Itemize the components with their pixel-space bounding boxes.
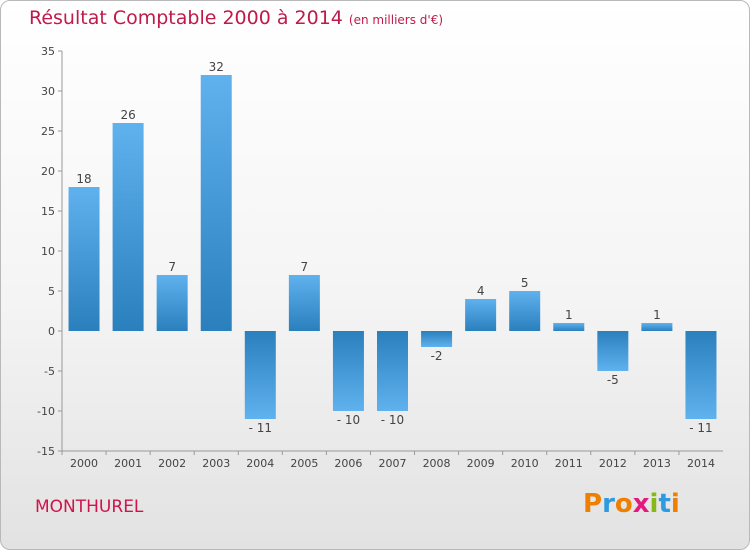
data-label-2009: 4 — [477, 284, 485, 298]
x-tick-label: 2001 — [114, 457, 142, 470]
x-tick-label: 2006 — [334, 457, 362, 470]
x-tick-label: 2010 — [511, 457, 539, 470]
data-label-2004: - 11 — [249, 421, 272, 435]
data-label-2005: 7 — [301, 260, 309, 274]
data-label-2006: - 10 — [337, 413, 360, 427]
y-tick-label: 35 — [41, 45, 55, 58]
y-tick-label: -5 — [44, 365, 55, 378]
y-tick-label: 20 — [41, 165, 55, 178]
y-tick-label: -10 — [37, 405, 55, 418]
bar-2008 — [421, 331, 453, 347]
bar-2006 — [332, 331, 364, 411]
data-label-2014: - 11 — [689, 421, 712, 435]
chart-subtitle: (en milliers d'€) — [348, 13, 444, 27]
x-tick-label: 2002 — [158, 457, 186, 470]
y-tick-label: 5 — [48, 285, 55, 298]
data-label-2000: 18 — [76, 172, 91, 186]
x-tick-label: 2003 — [202, 457, 230, 470]
bar-2005 — [288, 275, 320, 331]
x-tick-label: 2000 — [70, 457, 98, 470]
x-tick-label: 2011 — [555, 457, 583, 470]
bar-2014 — [685, 331, 717, 419]
y-tick-label: 15 — [41, 205, 55, 218]
y-tick-label: 0 — [48, 325, 55, 338]
data-label-2008: -2 — [431, 349, 443, 363]
bar-2012 — [597, 331, 629, 371]
data-label-2002: 7 — [168, 260, 176, 274]
bar-2009 — [465, 299, 497, 331]
data-label-2011: 1 — [565, 308, 573, 322]
x-tick-label: 2012 — [599, 457, 627, 470]
data-label-2003: 32 — [209, 60, 224, 74]
data-label-2007: - 10 — [381, 413, 404, 427]
x-tick-label: 2009 — [467, 457, 495, 470]
bar-2001 — [112, 123, 144, 331]
x-tick-label: 2007 — [379, 457, 407, 470]
data-label-2012: -5 — [607, 373, 619, 387]
y-tick-label: 25 — [41, 125, 55, 138]
y-tick-label: -15 — [37, 445, 55, 458]
data-label-2010: 5 — [521, 276, 529, 290]
title-text: Résultat Comptable 2000 à 2014 — [29, 7, 343, 29]
bar-2004 — [244, 331, 276, 419]
x-tick-label: 2014 — [687, 457, 715, 470]
proxiti-logo: Proxiti — [583, 489, 680, 519]
x-tick-label: 2004 — [246, 457, 274, 470]
data-label-2013: 1 — [653, 308, 661, 322]
data-label-2001: 26 — [120, 108, 135, 122]
commune-name: MONTHUREL — [35, 497, 144, 517]
bar-2010 — [509, 291, 541, 331]
chart-title: Résultat Comptable 2000 à 2014 (en millie… — [29, 7, 443, 29]
bar-2003 — [200, 75, 232, 331]
x-tick-label: 2013 — [643, 457, 671, 470]
bar-2000 — [68, 187, 100, 331]
bar-2011 — [553, 323, 585, 331]
x-tick-label: 2008 — [423, 457, 451, 470]
bar-2007 — [377, 331, 408, 411]
y-tick-label: 10 — [41, 245, 55, 258]
y-tick-label: 30 — [41, 85, 55, 98]
x-tick-label: 2005 — [290, 457, 318, 470]
bar-2013 — [641, 323, 673, 331]
bar-2002 — [156, 275, 188, 331]
